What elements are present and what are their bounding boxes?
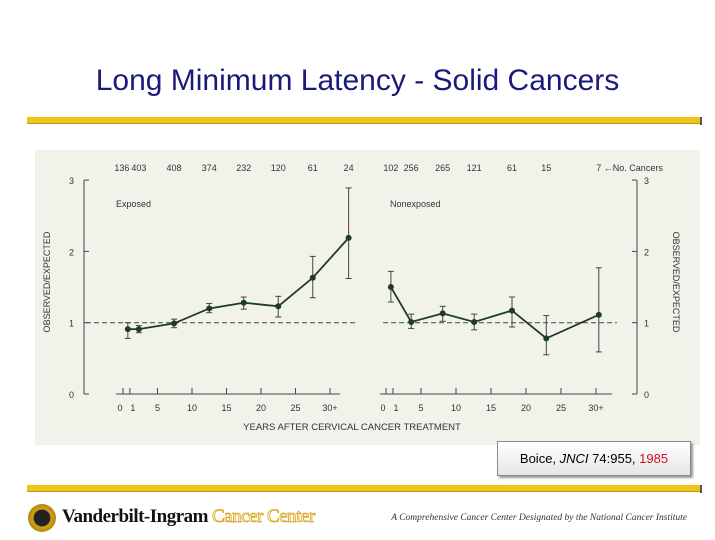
x-tick-label: 25 (556, 403, 566, 413)
vanderbilt-logo-icon (28, 504, 56, 532)
count-label: 408 (167, 163, 182, 173)
x-tick-label: 10 (451, 403, 461, 413)
citation-year: 1985 (639, 451, 669, 466)
footer-tagline: A Comprehensive Cancer Center Designated… (391, 513, 687, 523)
count-label: 15 (541, 163, 551, 173)
chart-background (35, 150, 700, 445)
data-point (275, 303, 282, 310)
x-axis-title: YEARS AFTER CERVICAL CANCER TREATMENT (243, 422, 461, 433)
count-label: 120 (271, 163, 286, 173)
org-name-main: Vanderbilt-Ingram (62, 506, 208, 527)
count-label: 136 (114, 163, 129, 173)
count-label: 61 (507, 163, 517, 173)
count-label: 61 (308, 163, 318, 173)
y-tick-label: 1 (644, 319, 649, 329)
x-tick-label: 25 (290, 403, 300, 413)
data-point (471, 318, 478, 325)
y-tick-label: 1 (69, 319, 74, 329)
slide-title: Long Minimum Latency - Solid Cancers (95, 64, 620, 97)
no-cancers-label: ←No. Cancers (604, 163, 664, 173)
series-line-exposed (127, 237, 350, 331)
count-label: 232 (236, 163, 251, 173)
data-point (509, 307, 515, 314)
panel-label-exposed: Exposed (116, 199, 151, 209)
citation-box: Boice, JNCI 74:955, 1985 (497, 441, 691, 476)
panel-label-nonexposed: Nonexposed (390, 199, 441, 209)
y-tick-label: 2 (644, 247, 649, 257)
x-tick-label: 0 (380, 403, 385, 413)
data-point (124, 326, 131, 333)
y-tick-label: 2 (69, 247, 74, 257)
y-axis-title-left: OBSERVED/EXPECTED (42, 231, 52, 332)
x-tick-label: 15 (221, 403, 231, 413)
x-tick-label: 10 (187, 403, 197, 413)
citation-ref: 74:955, (588, 451, 640, 466)
x-tick-label: 20 (521, 403, 531, 413)
count-label: 256 (404, 163, 419, 173)
x-tick-label: 0 (117, 403, 122, 413)
data-point (171, 320, 178, 327)
count-label: 403 (131, 163, 146, 173)
data-point (387, 284, 394, 291)
count-label: 121 (467, 163, 482, 173)
data-point (206, 305, 213, 312)
y-axis-title-right: OBSERVED/EXPECTED (671, 232, 681, 333)
x-tick-label: 5 (155, 403, 160, 413)
count-label: 7 (596, 163, 601, 173)
y-tick-label: 3 (644, 176, 649, 186)
x-tick-label: 30+ (322, 403, 337, 413)
x-tick-label: 1 (130, 403, 135, 413)
data-point (439, 310, 446, 317)
data-point (595, 311, 602, 318)
data-point (240, 299, 247, 306)
x-tick-label: 20 (256, 403, 266, 413)
data-point (345, 234, 352, 241)
y-tick-label: 0 (644, 390, 649, 400)
data-point (309, 274, 316, 281)
y-tick-label: 0 (69, 390, 74, 400)
count-label: 265 (435, 163, 450, 173)
count-label: 24 (344, 163, 354, 173)
count-label: 374 (202, 163, 217, 173)
top-divider (27, 117, 702, 125)
x-tick-label: 30+ (588, 403, 603, 413)
data-point (135, 326, 142, 333)
data-point (408, 318, 415, 325)
x-tick-label: 15 (486, 403, 496, 413)
x-tick-label: 1 (393, 403, 398, 413)
citation-author: Boice, (519, 451, 560, 466)
x-tick-label: 5 (418, 403, 423, 413)
org-name: Vanderbilt-Ingram Cancer Center (62, 506, 316, 528)
bottom-divider (27, 485, 702, 493)
citation-journal: JNCI (559, 451, 589, 466)
y-tick-label: 3 (69, 176, 74, 186)
count-label: 102 (383, 163, 398, 173)
org-name-suffix: Cancer Center (211, 506, 316, 528)
data-point (543, 335, 550, 342)
